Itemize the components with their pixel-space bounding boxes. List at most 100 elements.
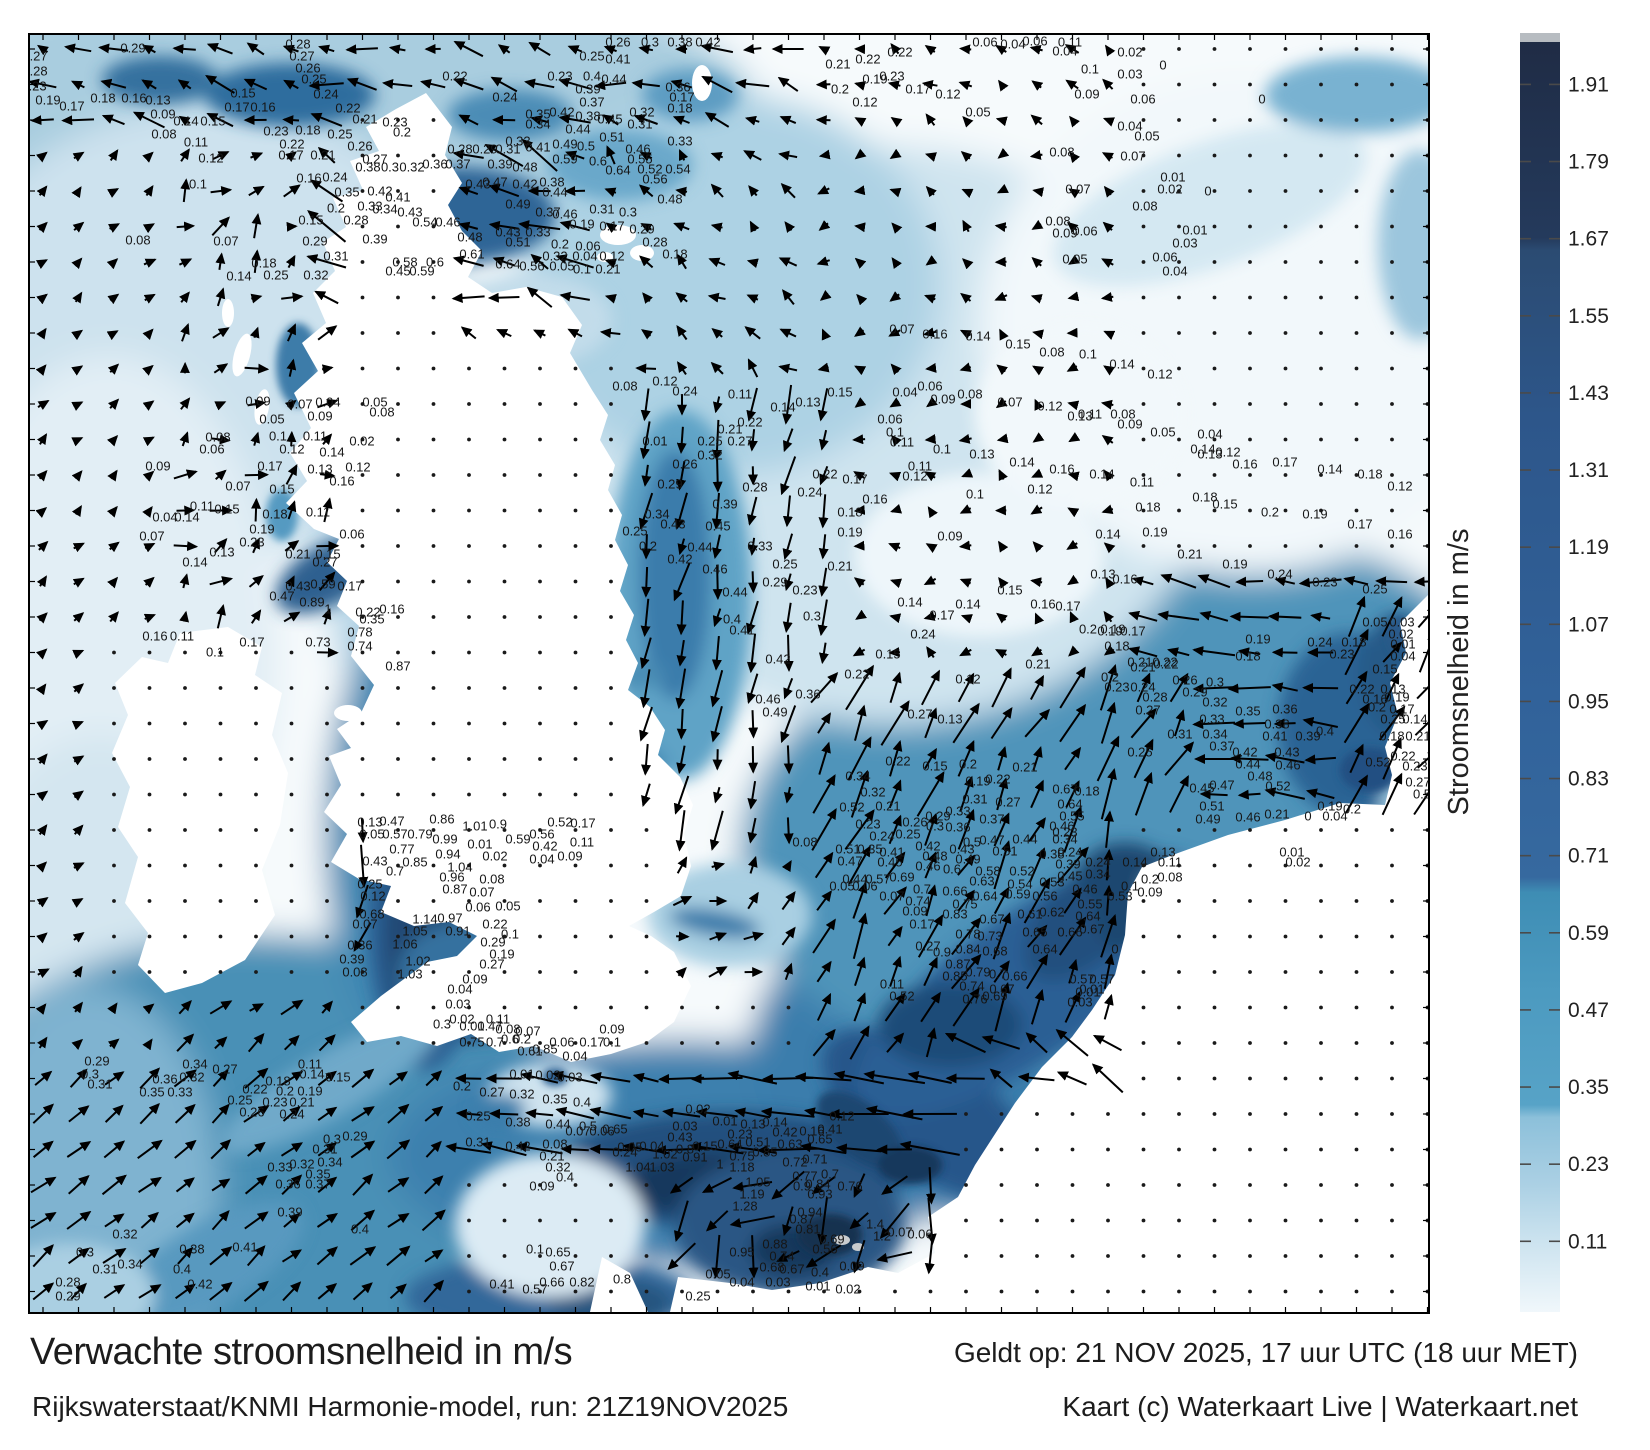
- current-arrow: [1237, 789, 1261, 800]
- current-arrow: [881, 1175, 908, 1195]
- speed-value-label: 0.12: [652, 373, 677, 388]
- grid-dot: [1248, 508, 1252, 513]
- speed-value-label: 0.06: [907, 1226, 932, 1241]
- current-arrow: [316, 1246, 338, 1266]
- current-arrow: [138, 1284, 162, 1299]
- speed-value-label: 0.27: [30, 48, 48, 63]
- grid-dot: [1177, 47, 1181, 51]
- current-arrow: [962, 258, 974, 270]
- current-arrow: [640, 421, 651, 460]
- current-arrow: [776, 1250, 800, 1262]
- speed-value-label: 0.39: [362, 231, 387, 246]
- grid-dot: [1070, 1112, 1075, 1116]
- current-arrow: [891, 222, 903, 234]
- speed-value-label: 0.05: [705, 1266, 730, 1281]
- grid-dot: [644, 828, 649, 832]
- speed-value-label: 0.87: [442, 881, 467, 896]
- grid-dot: [396, 437, 400, 442]
- speed-value-label: 0.2: [1141, 871, 1159, 886]
- current-arrow: [925, 543, 938, 554]
- current-arrow: [819, 465, 829, 486]
- current-arrow: [748, 710, 759, 739]
- speed-value-label: 0.34: [117, 1256, 142, 1271]
- grid-dot: [1212, 189, 1217, 193]
- grid-dot: [502, 1254, 507, 1258]
- speed-value-label: 0.32: [542, 248, 567, 263]
- grid-dot: [1319, 224, 1323, 229]
- current-arrow: [176, 221, 196, 232]
- current-arrow: [250, 537, 260, 554]
- current-arrow: [248, 185, 265, 197]
- speed-value-label: 0.27: [212, 1061, 237, 1076]
- grid-dot: [360, 757, 365, 761]
- speed-value-label: 0.46: [552, 206, 577, 221]
- cotentin-land: [590, 1257, 648, 1312]
- current-arrow: [215, 287, 226, 307]
- current-arrow: [639, 151, 653, 162]
- speed-value-label: 0.64: [1075, 908, 1100, 923]
- speed-value-label: 0.32: [629, 104, 654, 119]
- current-arrow: [641, 566, 652, 598]
- current-arrow: [998, 79, 1009, 92]
- grid-dot: [573, 757, 578, 761]
- speed-value-label: 0.22: [1349, 681, 1374, 696]
- current-arrow: [244, 363, 270, 374]
- current-arrow: [72, 1001, 84, 1014]
- grid-dot: [964, 1254, 968, 1258]
- current-arrow: [179, 573, 190, 589]
- current-arrow: [818, 46, 831, 56]
- current-arrow: [784, 221, 796, 233]
- current-arrow: [209, 576, 234, 586]
- speed-value-label: 1.03: [397, 966, 422, 981]
- current-arrow: [108, 149, 119, 162]
- current-arrow: [1059, 666, 1086, 709]
- speed-value-label: 0.31: [1167, 726, 1192, 741]
- speed-value-label: 0.88: [762, 1236, 787, 1251]
- current-arrow: [139, 1067, 161, 1089]
- grid-dot: [1283, 1254, 1288, 1258]
- current-arrow: [1068, 188, 1081, 199]
- grid-dot: [1248, 1076, 1252, 1081]
- current-arrow: [606, 145, 616, 165]
- grid-dot: [431, 508, 436, 513]
- speed-value-label: 0.69: [889, 869, 914, 884]
- speed-value-label: 0.38: [179, 1241, 204, 1256]
- grid-dot: [396, 402, 400, 406]
- current-arrow: [72, 612, 85, 624]
- current-arrow: [107, 1038, 120, 1050]
- speed-value-label: 0.19: [1384, 689, 1409, 704]
- current-arrow: [926, 1197, 937, 1245]
- grid-dot: [538, 792, 542, 797]
- grid-dot: [1212, 82, 1217, 87]
- current-arrow: [735, 78, 770, 89]
- current-arrow: [639, 637, 652, 670]
- grid-dot: [218, 792, 223, 797]
- grid-dot: [609, 544, 613, 548]
- grid-dot: [396, 686, 400, 690]
- speed-value-label: 0.7: [913, 881, 931, 896]
- current-arrow: [68, 1247, 90, 1265]
- current-arrow: [853, 504, 866, 515]
- current-arrow: [246, 1245, 266, 1267]
- grid-dot: [1177, 1041, 1181, 1045]
- speed-value-label: 1.06: [392, 936, 417, 951]
- speed-value-label: 0.06: [972, 35, 997, 49]
- speed-value-label: 0.12: [198, 150, 223, 165]
- grid-dot: [1319, 1254, 1323, 1258]
- current-arrow: [72, 862, 85, 872]
- current-arrow: [71, 437, 84, 447]
- current-arrow: [889, 187, 902, 198]
- grid-dot: [360, 544, 365, 548]
- speed-value-label: 0.84: [955, 941, 980, 956]
- speed-value-label: 0.02: [349, 433, 374, 448]
- current-arrow: [1064, 746, 1082, 771]
- continent-land: [670, 595, 1428, 1312]
- current-arrow: [604, 187, 617, 198]
- speed-value-label: 0.63: [777, 1136, 802, 1151]
- grid-dot: [1283, 828, 1288, 832]
- current-arrow: [783, 745, 794, 775]
- speed-value-label: 0.42: [667, 551, 692, 566]
- current-arrow: [995, 45, 1008, 56]
- current-arrow: [286, 500, 297, 520]
- grid-dot: [1354, 260, 1359, 264]
